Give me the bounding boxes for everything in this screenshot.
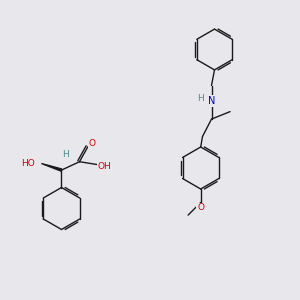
Text: N: N <box>208 96 215 106</box>
Polygon shape <box>41 164 62 171</box>
Text: O: O <box>88 139 96 148</box>
Text: HO: HO <box>21 159 34 168</box>
Text: O: O <box>197 203 204 212</box>
Text: H: H <box>197 94 203 103</box>
Text: H: H <box>63 150 69 159</box>
Text: OH: OH <box>98 162 112 171</box>
